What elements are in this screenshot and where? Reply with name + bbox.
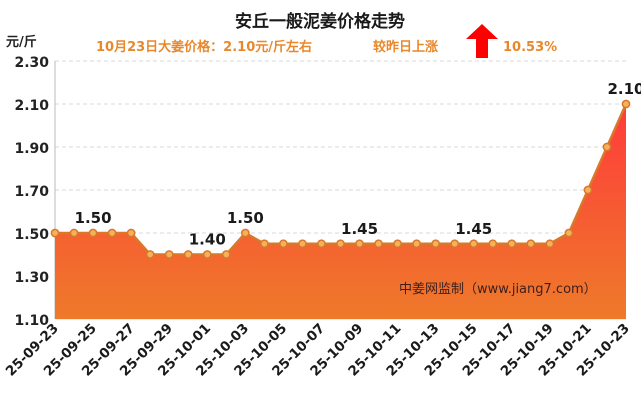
data-point: [526, 239, 536, 249]
data-point: [50, 228, 60, 238]
data-point: [183, 250, 193, 259]
data-label: 2.10: [607, 80, 641, 98]
data-point: [260, 239, 269, 249]
subtitle-percent: 10.53%: [503, 40, 557, 55]
data-point: [507, 239, 517, 249]
chart-title: 安丘一般泥姜价格走势: [235, 11, 405, 32]
data-point: [469, 239, 479, 249]
data-point: [298, 239, 307, 249]
data-point: [602, 142, 612, 152]
y-axis-unit-label: 元/斤: [6, 34, 37, 50]
y-axis-ticks: 1.10 1.30 1.50 1.70 1.90 2.10 2.30: [14, 55, 49, 329]
data-label: 1.40: [189, 231, 226, 249]
data-point: [164, 250, 174, 259]
data-point: [279, 239, 288, 249]
data-point: [431, 239, 441, 249]
data-point: [317, 239, 326, 249]
data-point: [374, 239, 383, 249]
data-point: [336, 239, 345, 249]
data-point: [88, 228, 98, 238]
y-tick-label: 2.10: [14, 98, 49, 114]
data-point: [145, 250, 155, 259]
data-label: 1.50: [75, 209, 112, 227]
y-tick-label: 1.10: [14, 313, 49, 329]
data-point: [240, 228, 250, 238]
data-point: [621, 99, 631, 109]
data-point: [355, 239, 364, 249]
data-point: [393, 239, 402, 249]
data-point: [107, 228, 117, 238]
data-points: [50, 99, 631, 259]
data-point: [564, 228, 574, 238]
data-point: [221, 250, 231, 259]
data-labels: 1.501.401.501.45 1.452.10: [75, 80, 641, 249]
data-point: [488, 239, 498, 249]
price-area: [55, 104, 626, 319]
watermark-text: 中姜网监制（www.jiang7.com）: [399, 282, 597, 297]
subtitle-change: 较昨日上涨: [373, 39, 438, 55]
y-tick-label: 2.30: [14, 55, 49, 71]
data-point: [450, 239, 460, 249]
up-arrow-icon: [466, 24, 498, 58]
x-axis-ticks: 25-09-2325-09-2525-09-2725-09-2925-10-01…: [3, 321, 633, 380]
data-point: [126, 228, 136, 238]
data-label: 1.50: [227, 209, 264, 227]
subtitle-price: 10月23日大姜价格：2.10元/斤左右: [96, 39, 312, 55]
y-tick-label: 1.50: [14, 227, 49, 243]
data-point: [412, 239, 421, 249]
y-tick-label: 1.90: [14, 141, 49, 157]
data-point: [202, 250, 212, 259]
data-point: [545, 239, 555, 249]
y-tick-label: 1.30: [14, 270, 49, 286]
data-point: [69, 228, 79, 238]
data-point: [583, 185, 593, 195]
y-tick-label: 1.70: [14, 184, 49, 200]
data-label: 1.45: [455, 220, 492, 238]
data-label: 1.45: [341, 220, 378, 238]
